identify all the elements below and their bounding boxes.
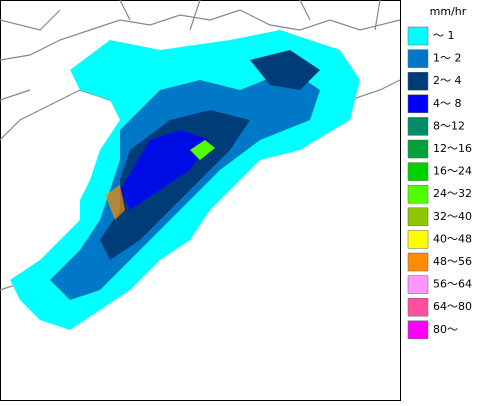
map <box>0 0 401 401</box>
legend-label: 12～16 <box>433 142 472 155</box>
legend-label: 64～80 <box>433 300 472 313</box>
legend-swatch <box>407 26 429 46</box>
legend-swatch <box>407 49 429 68</box>
legend-swatch <box>407 297 429 317</box>
legend-swatch <box>407 252 429 272</box>
legend-label: ～ 1 <box>433 29 455 42</box>
rain-echo <box>10 30 360 330</box>
legend-label: 8～12 <box>433 119 465 132</box>
legend-swatch <box>407 207 429 227</box>
legend-swatch <box>407 184 429 204</box>
legend-label: 40～48 <box>433 232 472 245</box>
legend-swatch <box>407 94 429 114</box>
legend-swatch <box>407 71 429 91</box>
legend-label: 56～64 <box>433 278 472 291</box>
legend-label: 4～ 8 <box>433 97 462 110</box>
legend-swatch <box>407 275 429 294</box>
legend-title: mm/hr <box>430 5 467 18</box>
legend-swatch <box>407 320 429 340</box>
legend-swatch <box>407 117 429 136</box>
legend-swatch <box>407 139 429 159</box>
legend: mm/hr ～ 1 1～ 2 2～ 4 4～ 8 8～12 12～16 16～24 24～32… <box>407 5 472 340</box>
legend-swatch <box>407 162 429 181</box>
legend-label: 48～56 <box>433 255 472 268</box>
legend-label: 80～ <box>433 323 458 336</box>
legend-label: 16～24 <box>433 165 472 178</box>
legend-label: 24～32 <box>433 187 472 200</box>
legend-label: 2～ 4 <box>433 74 462 87</box>
legend-swatch <box>407 230 429 249</box>
legend-label: 1～ 2 <box>433 52 462 65</box>
legend-label: 32～40 <box>433 210 472 223</box>
